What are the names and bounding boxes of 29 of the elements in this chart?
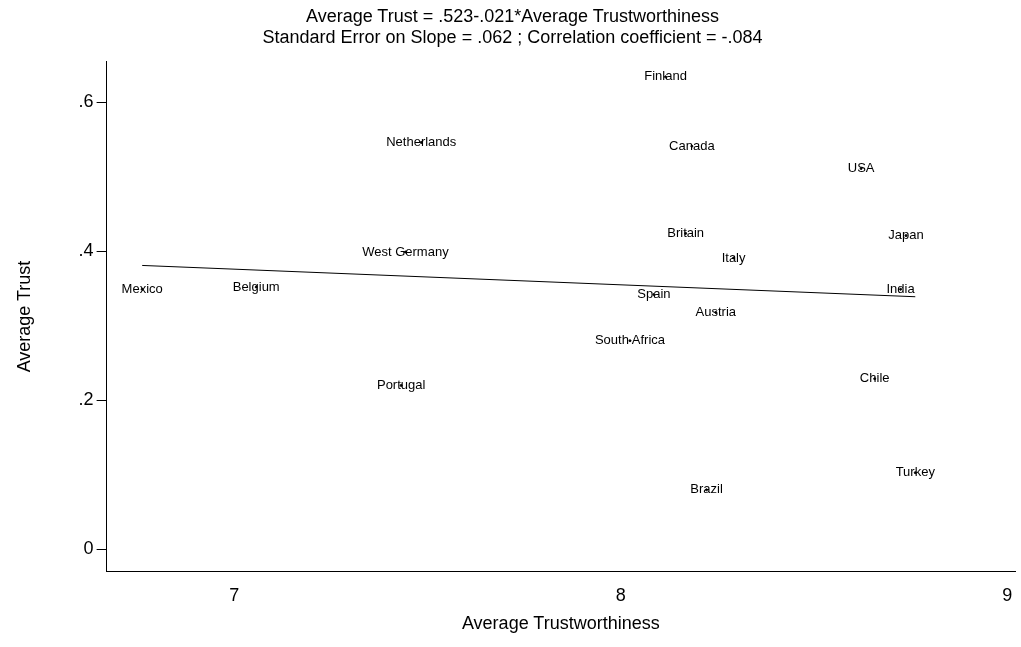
x-tick-label: 9 xyxy=(1002,584,1013,605)
x-tick-label: 8 xyxy=(615,584,626,605)
data-label: South Africa xyxy=(594,332,666,348)
data-label: Austria xyxy=(695,303,737,319)
data-label: Belgium xyxy=(232,278,280,294)
data-label: Canada xyxy=(669,137,716,153)
y-axis-title: Average Trust xyxy=(13,260,34,373)
data-label: Turkey xyxy=(895,464,936,480)
x-tick-label: 7 xyxy=(229,584,240,605)
data-label: Brazil xyxy=(690,481,723,497)
data-label: India xyxy=(886,280,916,296)
y-tick-label: .4 xyxy=(78,240,94,261)
data-label: West Germany xyxy=(362,243,450,259)
data-label: Japan xyxy=(888,227,924,243)
y-tick-label: .2 xyxy=(78,389,94,410)
data-label: Mexico xyxy=(121,280,163,296)
y-tick-label: 0 xyxy=(83,538,94,559)
data-label: Italy xyxy=(721,249,747,265)
x-axis-title: Average Trustworthiness xyxy=(461,613,660,634)
data-label: USA xyxy=(847,160,875,176)
data-label: Chile xyxy=(859,370,890,386)
data-label: Portugal xyxy=(376,377,426,393)
data-label: Finland xyxy=(644,68,687,84)
y-tick-label: .6 xyxy=(78,91,94,112)
chart-title: Average Trust = .523-.021*Average Trustworthiness xyxy=(305,5,720,26)
data-label: Spain xyxy=(637,286,671,302)
data-label: Netherlands xyxy=(386,134,457,150)
chart-subtitle: Standard Error on Slope = .062 ; Correlation coefficient = -.084 xyxy=(262,27,763,48)
data-label: Britain xyxy=(667,224,705,240)
